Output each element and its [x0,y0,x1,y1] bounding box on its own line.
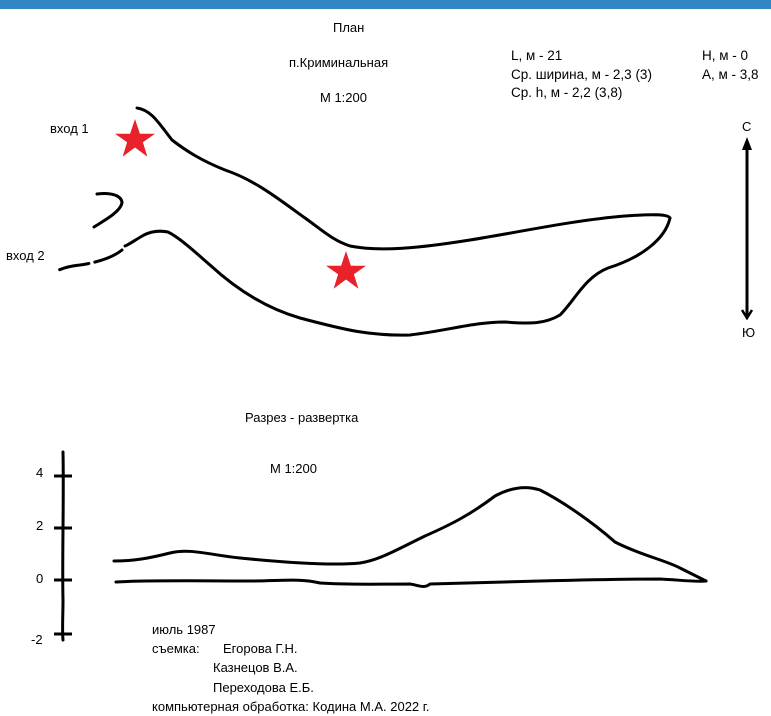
top-accent-bar [0,0,771,9]
plan-upper-wall [135,106,672,251]
section-ceiling [112,486,708,583]
cave-name: п.Криминальная [289,55,389,70]
stat-avg-width: Ср. ширина, м - 2,3 (3) [511,66,652,82]
entrance-1-star-icon [115,119,155,157]
compass-north-label: С [742,119,752,134]
cave-stats: L, м - 21 Ср. ширина, м - 2,3 (3) Ср. h,… [511,47,652,103]
compass-south-label: Ю [742,325,756,340]
plan-title: План [333,20,365,35]
entrance-1-label: вход 1 [50,121,89,136]
section-floor [114,577,708,588]
credits-date: июль 1987 [152,622,216,637]
credits-surveyor-3: Переходова Е.Б. [213,680,314,695]
plan-entrance-2-edge [53,248,124,274]
credits-processing: компьютерная обработка: Кодина М.А. 2022… [152,699,430,714]
cave-stats-right: H, м - 0 А, м - 3,8 [702,47,759,84]
cave-star-icon [326,251,366,289]
compass-arrowhead-icon [742,137,752,150]
credits-surveyor-1: Егорова Г.Н. [223,641,298,656]
section-title: Разрез - развертка [245,410,359,425]
stat-length: L, м - 21 [511,48,563,63]
axis-label-0: 0 [36,571,44,586]
credits-surveyor-2: Казнецов В.А. [213,660,298,675]
stat-depth: H, м - 0 [702,48,749,63]
plan-lower-wall [123,216,672,337]
credits-survey-label: съемка: [152,641,200,656]
stat-amplitude: А, м - 3,8 [702,66,759,82]
entrance-2-label: вход 2 [6,248,45,263]
plan-entrance-2-lip [92,192,124,229]
axis-label-2: 2 [36,518,44,533]
compass-tail-icon [740,309,754,321]
axis-label-4: 4 [36,465,44,480]
section-scale: М 1:200 [270,461,317,476]
axis-label-minus2: -2 [31,632,43,647]
section-axis [61,450,65,642]
stat-avg-height: Ср. h, м - 2,2 (3,8) [511,85,623,100]
plan-scale: М 1:200 [320,90,367,105]
